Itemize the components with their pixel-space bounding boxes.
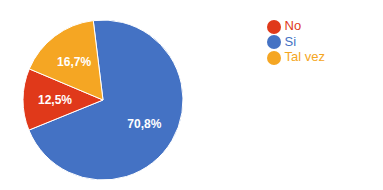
html-text:No: No bbox=[284, 18, 302, 33]
svg-text:70,8%: 70,8% bbox=[127, 117, 161, 131]
svg-text:16,7%: 16,7% bbox=[57, 55, 91, 69]
html-text:Tal vez: Tal vez bbox=[284, 49, 325, 65]
svg-text:12,5%: 12,5% bbox=[38, 93, 72, 107]
html-text:Si: Si bbox=[284, 33, 297, 49]
